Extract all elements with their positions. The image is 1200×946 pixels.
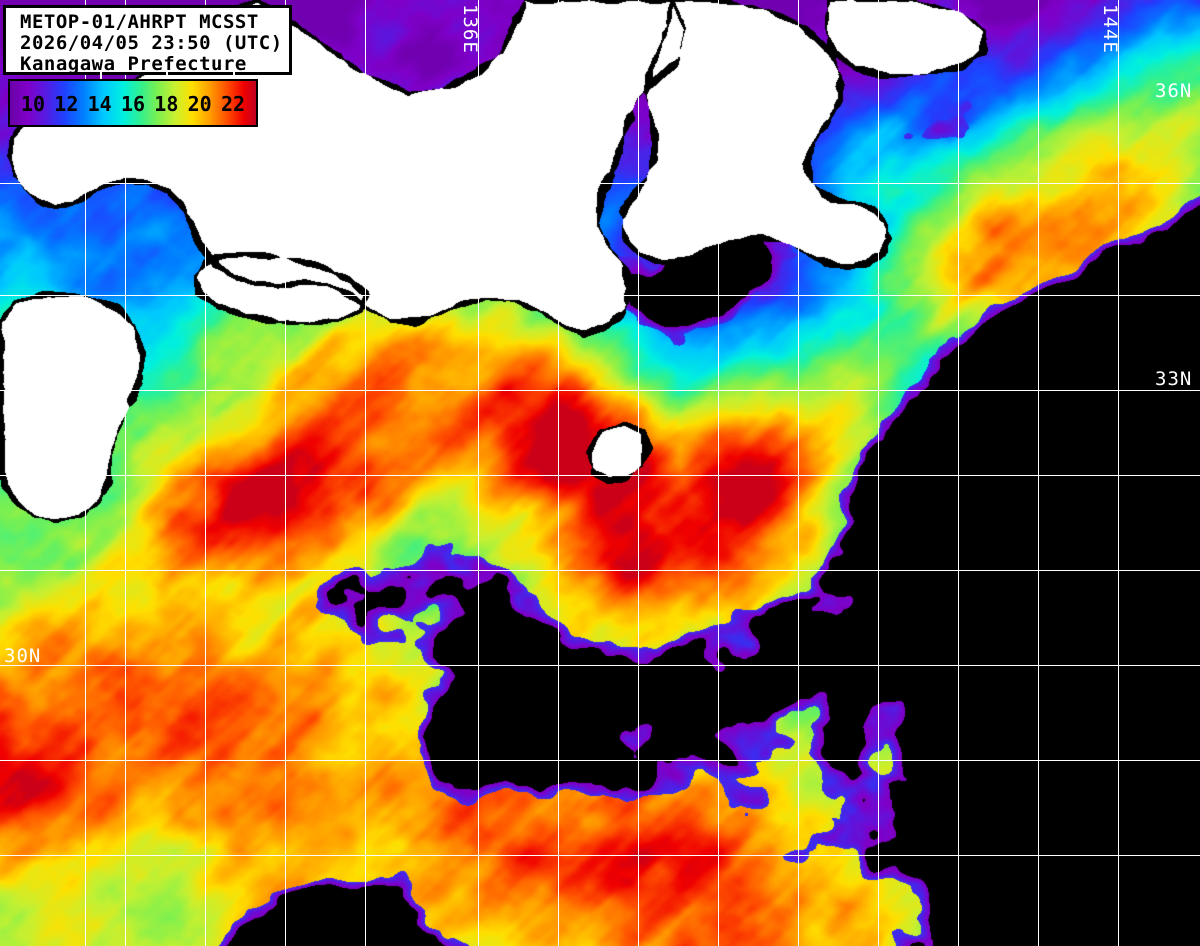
header-location: Kanagawa Prefecture [20,53,247,75]
colorbar-label-14: 14 [87,92,112,116]
header-timestamp: 2026/04/05 23:50 (UTC) [20,32,283,54]
header-info-box: METOP-01/AHRPT MCSST 2026/04/05 23:50 (U… [3,5,292,75]
colorbar-tick [99,72,102,79]
colorbar-label-12: 12 [54,92,79,116]
colorbar-tick [233,72,235,79]
colorbar-gradient [8,79,258,127]
colorbar-tick-labels: 10 12 14 16 18 20 22 [8,79,258,127]
colorbar-label-20: 20 [187,92,212,116]
header-title: METOP-01/AHRPT MCSST [20,11,259,33]
colorbar-label-16: 16 [120,92,146,116]
colorbar-tick [166,72,169,79]
colorbar-label-18: 18 [154,92,179,116]
colorbar-tick-marks [8,72,260,79]
colorbar-label-10: 10 [20,92,46,116]
temperature-colorbar: 10 12 14 16 18 20 22 [8,72,260,128]
colorbar-label-22: 22 [220,92,246,116]
